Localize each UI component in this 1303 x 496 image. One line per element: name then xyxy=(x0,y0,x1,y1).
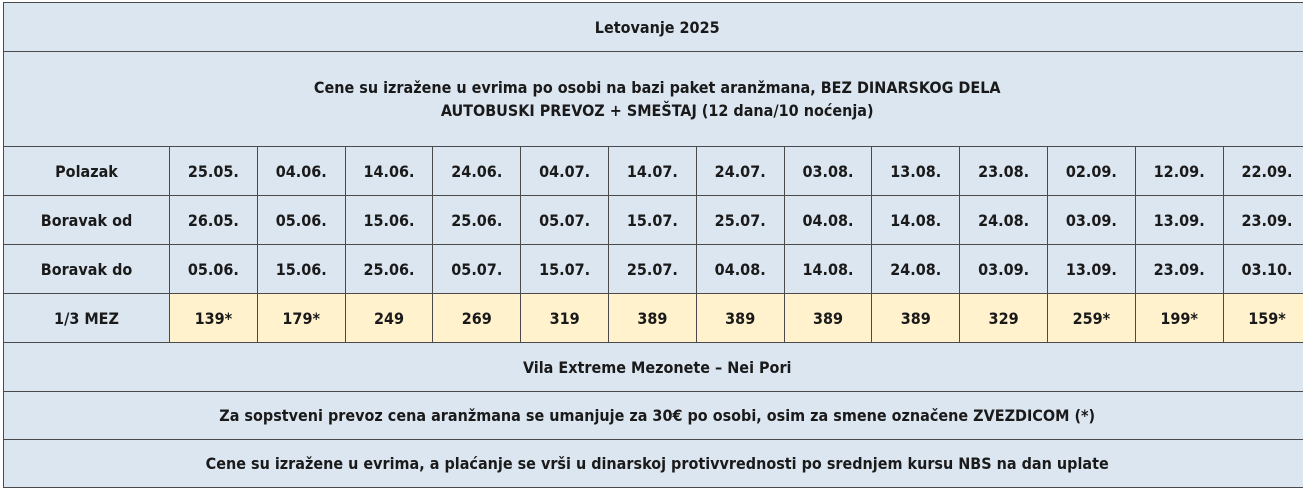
date-cell: 14.08. xyxy=(783,244,873,294)
date-cell: 23.09. xyxy=(1134,244,1224,294)
price-cell: 259* xyxy=(1046,293,1136,343)
title-row: Letovanje 2025 xyxy=(2,2,1303,52)
date-cell: 26.05. xyxy=(169,195,258,245)
price-cell: 179* xyxy=(256,293,346,343)
price-cell: 249 xyxy=(344,293,434,343)
stay-from-row: Boravak od 26.05. 05.06. 15.06. 25.06. 05.07.… xyxy=(3,195,1303,245)
price-cell: 159* xyxy=(1222,293,1303,343)
payment-note: Cene su izražene u evrima, a plaćanje se… xyxy=(2,439,1303,488)
price-cell: 139* xyxy=(169,293,258,343)
price-cell: 389 xyxy=(607,293,697,343)
property-name: Vila Extreme Mezonete – Nei Pori xyxy=(2,342,1303,392)
row-label: Polazak xyxy=(3,146,170,196)
date-cell: 13.08. xyxy=(871,146,961,196)
date-cell: 04.07. xyxy=(520,146,609,196)
payment-row: Cene su izražene u evrima, a plaćanje se… xyxy=(2,439,1303,488)
date-cell: 02.09. xyxy=(1046,146,1136,196)
intro-row: Cene su izražene u evrima po osobi na ba… xyxy=(2,51,1303,147)
date-cell: 24.08. xyxy=(959,195,1048,245)
date-cell: 03.09. xyxy=(959,244,1048,294)
date-cell: 14.06. xyxy=(344,146,434,196)
intro-note: Cene su izražene u evrima po osobi na ba… xyxy=(2,51,1303,147)
date-cell: 15.07. xyxy=(520,244,609,294)
date-cell: 03.10. xyxy=(1222,244,1303,294)
row-label: Boravak od xyxy=(3,195,170,245)
date-cell: 23.09. xyxy=(1222,195,1303,245)
date-cell: 05.07. xyxy=(520,195,609,245)
date-cell: 23.08. xyxy=(959,146,1048,196)
date-cell: 25.05. xyxy=(169,146,258,196)
date-cell: 04.06. xyxy=(256,146,346,196)
own-transport-row: Za sopstveni prevoz cena aranžmana se um… xyxy=(2,391,1303,440)
price-cell: 389 xyxy=(871,293,961,343)
own-transport-note: Za sopstveni prevoz cena aranžmana se um… xyxy=(2,391,1303,440)
date-cell: 05.06. xyxy=(169,244,258,294)
date-cell: 25.06. xyxy=(344,244,434,294)
date-cell: 15.07. xyxy=(607,195,697,245)
price-cell: 389 xyxy=(783,293,873,343)
date-cell: 15.06. xyxy=(344,195,434,245)
price-table: Letovanje 2025 Cene su izražene u evrima… xyxy=(2,2,1303,488)
date-cell: 14.08. xyxy=(871,195,961,245)
date-cell: 04.08. xyxy=(783,195,873,245)
departure-row: Polazak 25.05. 04.06. 14.06. 24.06. 04.07. 14.… xyxy=(3,146,1303,196)
property-row: Vila Extreme Mezonete – Nei Pori xyxy=(2,342,1303,392)
price-cell: 199* xyxy=(1134,293,1224,343)
date-cell: 05.06. xyxy=(256,195,346,245)
date-cell: 25.07. xyxy=(607,244,697,294)
price-cell: 269 xyxy=(432,293,522,343)
date-cell: 03.08. xyxy=(783,146,873,196)
row-label: 1/3 MEZ xyxy=(3,293,170,343)
date-cell: 12.09. xyxy=(1134,146,1224,196)
date-cell: 14.07. xyxy=(607,146,697,196)
row-label: Boravak do xyxy=(3,244,170,294)
date-cell: 15.06. xyxy=(256,244,346,294)
intro-line-2: AUTOBUSKI PREVOZ + SMEŠTAJ (12 dana/10 n… xyxy=(440,101,874,120)
date-cell: 25.07. xyxy=(695,195,785,245)
price-cell: 319 xyxy=(520,293,609,343)
date-cell: 13.09. xyxy=(1134,195,1224,245)
price-row-1-3-mez: 1/3 MEZ 139* 179* 249 269 319 389 389 389 389 329 2… xyxy=(3,293,1303,343)
date-cell: 25.06. xyxy=(432,195,522,245)
date-cell: 24.08. xyxy=(871,244,961,294)
date-cell: 05.07. xyxy=(432,244,522,294)
table-title: Letovanje 2025 xyxy=(2,2,1303,52)
date-cell: 04.08. xyxy=(695,244,785,294)
price-cell: 329 xyxy=(959,293,1048,343)
date-cell: 24.06. xyxy=(432,146,522,196)
price-cell: 389 xyxy=(695,293,785,343)
stay-to-row: Boravak do 05.06. 15.06. 25.06. 05.07. 15.07.… xyxy=(3,244,1303,294)
date-cell: 22.09. xyxy=(1222,146,1303,196)
date-cell: 03.09. xyxy=(1046,195,1136,245)
intro-line-1: Cene su izražene u evrima po osobi na ba… xyxy=(313,78,1001,97)
date-cell: 24.07. xyxy=(695,146,785,196)
date-cell: 13.09. xyxy=(1046,244,1136,294)
